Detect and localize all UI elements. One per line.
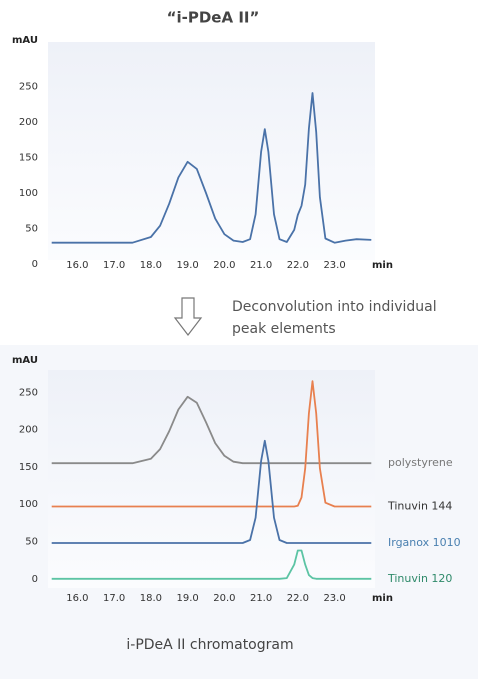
series-label: polystyrene [388,456,453,469]
y-tick-label: 0 [32,259,38,270]
x-tick-label: 22.0 [287,260,309,271]
y-tick-label: 250 [19,82,38,93]
x-axis-label: min [372,260,393,271]
y-tick-label: 100 [19,188,38,199]
chart-title: “i-PDeA II” [167,9,260,27]
x-tick-label: 23.0 [323,593,345,604]
plot-area [48,370,375,588]
x-tick-label: 17.0 [103,593,125,604]
x-tick-label: 16.0 [66,260,88,271]
y-tick-label: 0 [32,574,38,585]
series-label: Irganox 1010 [388,536,461,549]
x-tick-label: 20.0 [213,593,235,604]
y-tick-label: 200 [19,425,38,436]
x-tick-label: 19.0 [176,593,198,604]
y-tick-label: 50 [25,224,38,235]
x-tick-label: 20.0 [213,260,235,271]
y-tick-label: 250 [19,387,38,398]
y-tick-label: 200 [19,117,38,128]
series-label: Tinuvin 120 [387,572,452,585]
caption: i-PDeA II chromatogram [126,637,293,653]
x-tick-label: 16.0 [66,593,88,604]
x-tick-label: 22.0 [287,593,309,604]
x-tick-label: 23.0 [323,260,345,271]
x-axis-label: min [372,593,393,604]
y-axis-label: mAU [12,35,38,46]
arrow [173,297,203,336]
x-tick-label: 17.0 [103,260,125,271]
note: Deconvolution into individual [232,299,437,315]
y-tick-label: 150 [19,153,38,164]
line-series [51,549,372,580]
y-axis-label: mAU [12,355,38,366]
y-tick-label: 50 [25,537,38,548]
x-tick-label: 18.0 [140,593,162,604]
x-tick-label: 18.0 [140,260,162,271]
line-series [51,380,372,508]
series-label: Tinuvin 144 [387,499,452,512]
line-series [51,92,372,244]
note: peak elements [232,321,336,337]
x-tick-label: 21.0 [250,260,272,271]
y-tick-label: 100 [19,499,38,510]
x-tick-label: 21.0 [250,593,272,604]
y-tick-label: 150 [19,462,38,473]
line-series [51,439,372,544]
plot-area [48,42,375,260]
x-tick-label: 19.0 [176,260,198,271]
